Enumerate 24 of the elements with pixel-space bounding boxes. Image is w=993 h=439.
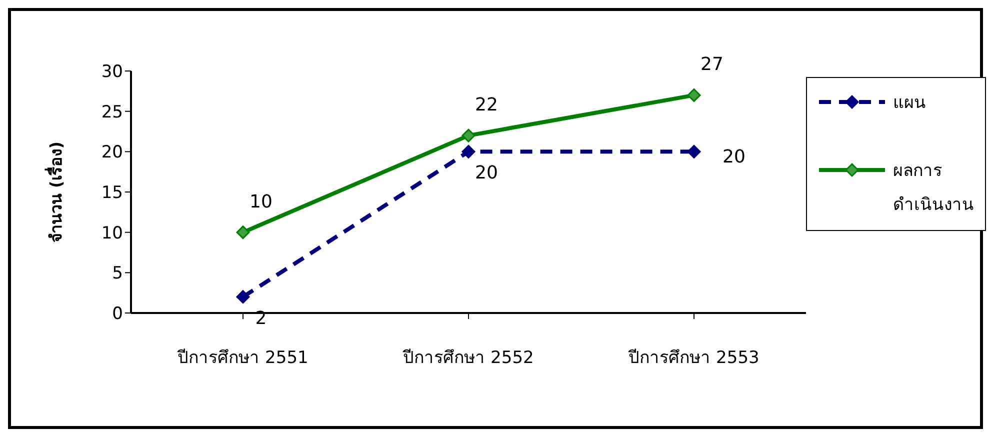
y-tick-label: 5: [112, 264, 123, 284]
y-tick-label: 25: [101, 102, 123, 122]
y-tick-label: 0: [112, 304, 123, 324]
x-tick-label: ปีการศึกษา 2551: [176, 348, 308, 368]
point: [236, 290, 250, 304]
data-label: 22: [475, 94, 498, 116]
data-label: 20: [722, 146, 746, 168]
point: [687, 144, 701, 158]
y-tick-label: 15: [101, 183, 123, 204]
point: [462, 144, 476, 158]
data-label: 27: [700, 54, 724, 76]
y-tick-label: 20: [101, 142, 123, 163]
y-tick-label: 30: [101, 62, 123, 82]
y-axis-title: จำนวน (เรื่อง): [44, 141, 66, 243]
point: [236, 226, 250, 240]
point: [462, 128, 476, 142]
point: [687, 88, 701, 102]
x-tick-label: ปีการศึกษา 2552: [402, 348, 534, 368]
data-label: 10: [250, 191, 272, 212]
y-tick-label: 10: [101, 223, 123, 244]
legend-label: ผลการดำเนินงาน: [893, 160, 975, 217]
legend-label: แผน: [893, 92, 927, 115]
x-tick-label: ปีการศึกษา 2553: [628, 348, 760, 368]
data-label: 20: [475, 162, 498, 184]
